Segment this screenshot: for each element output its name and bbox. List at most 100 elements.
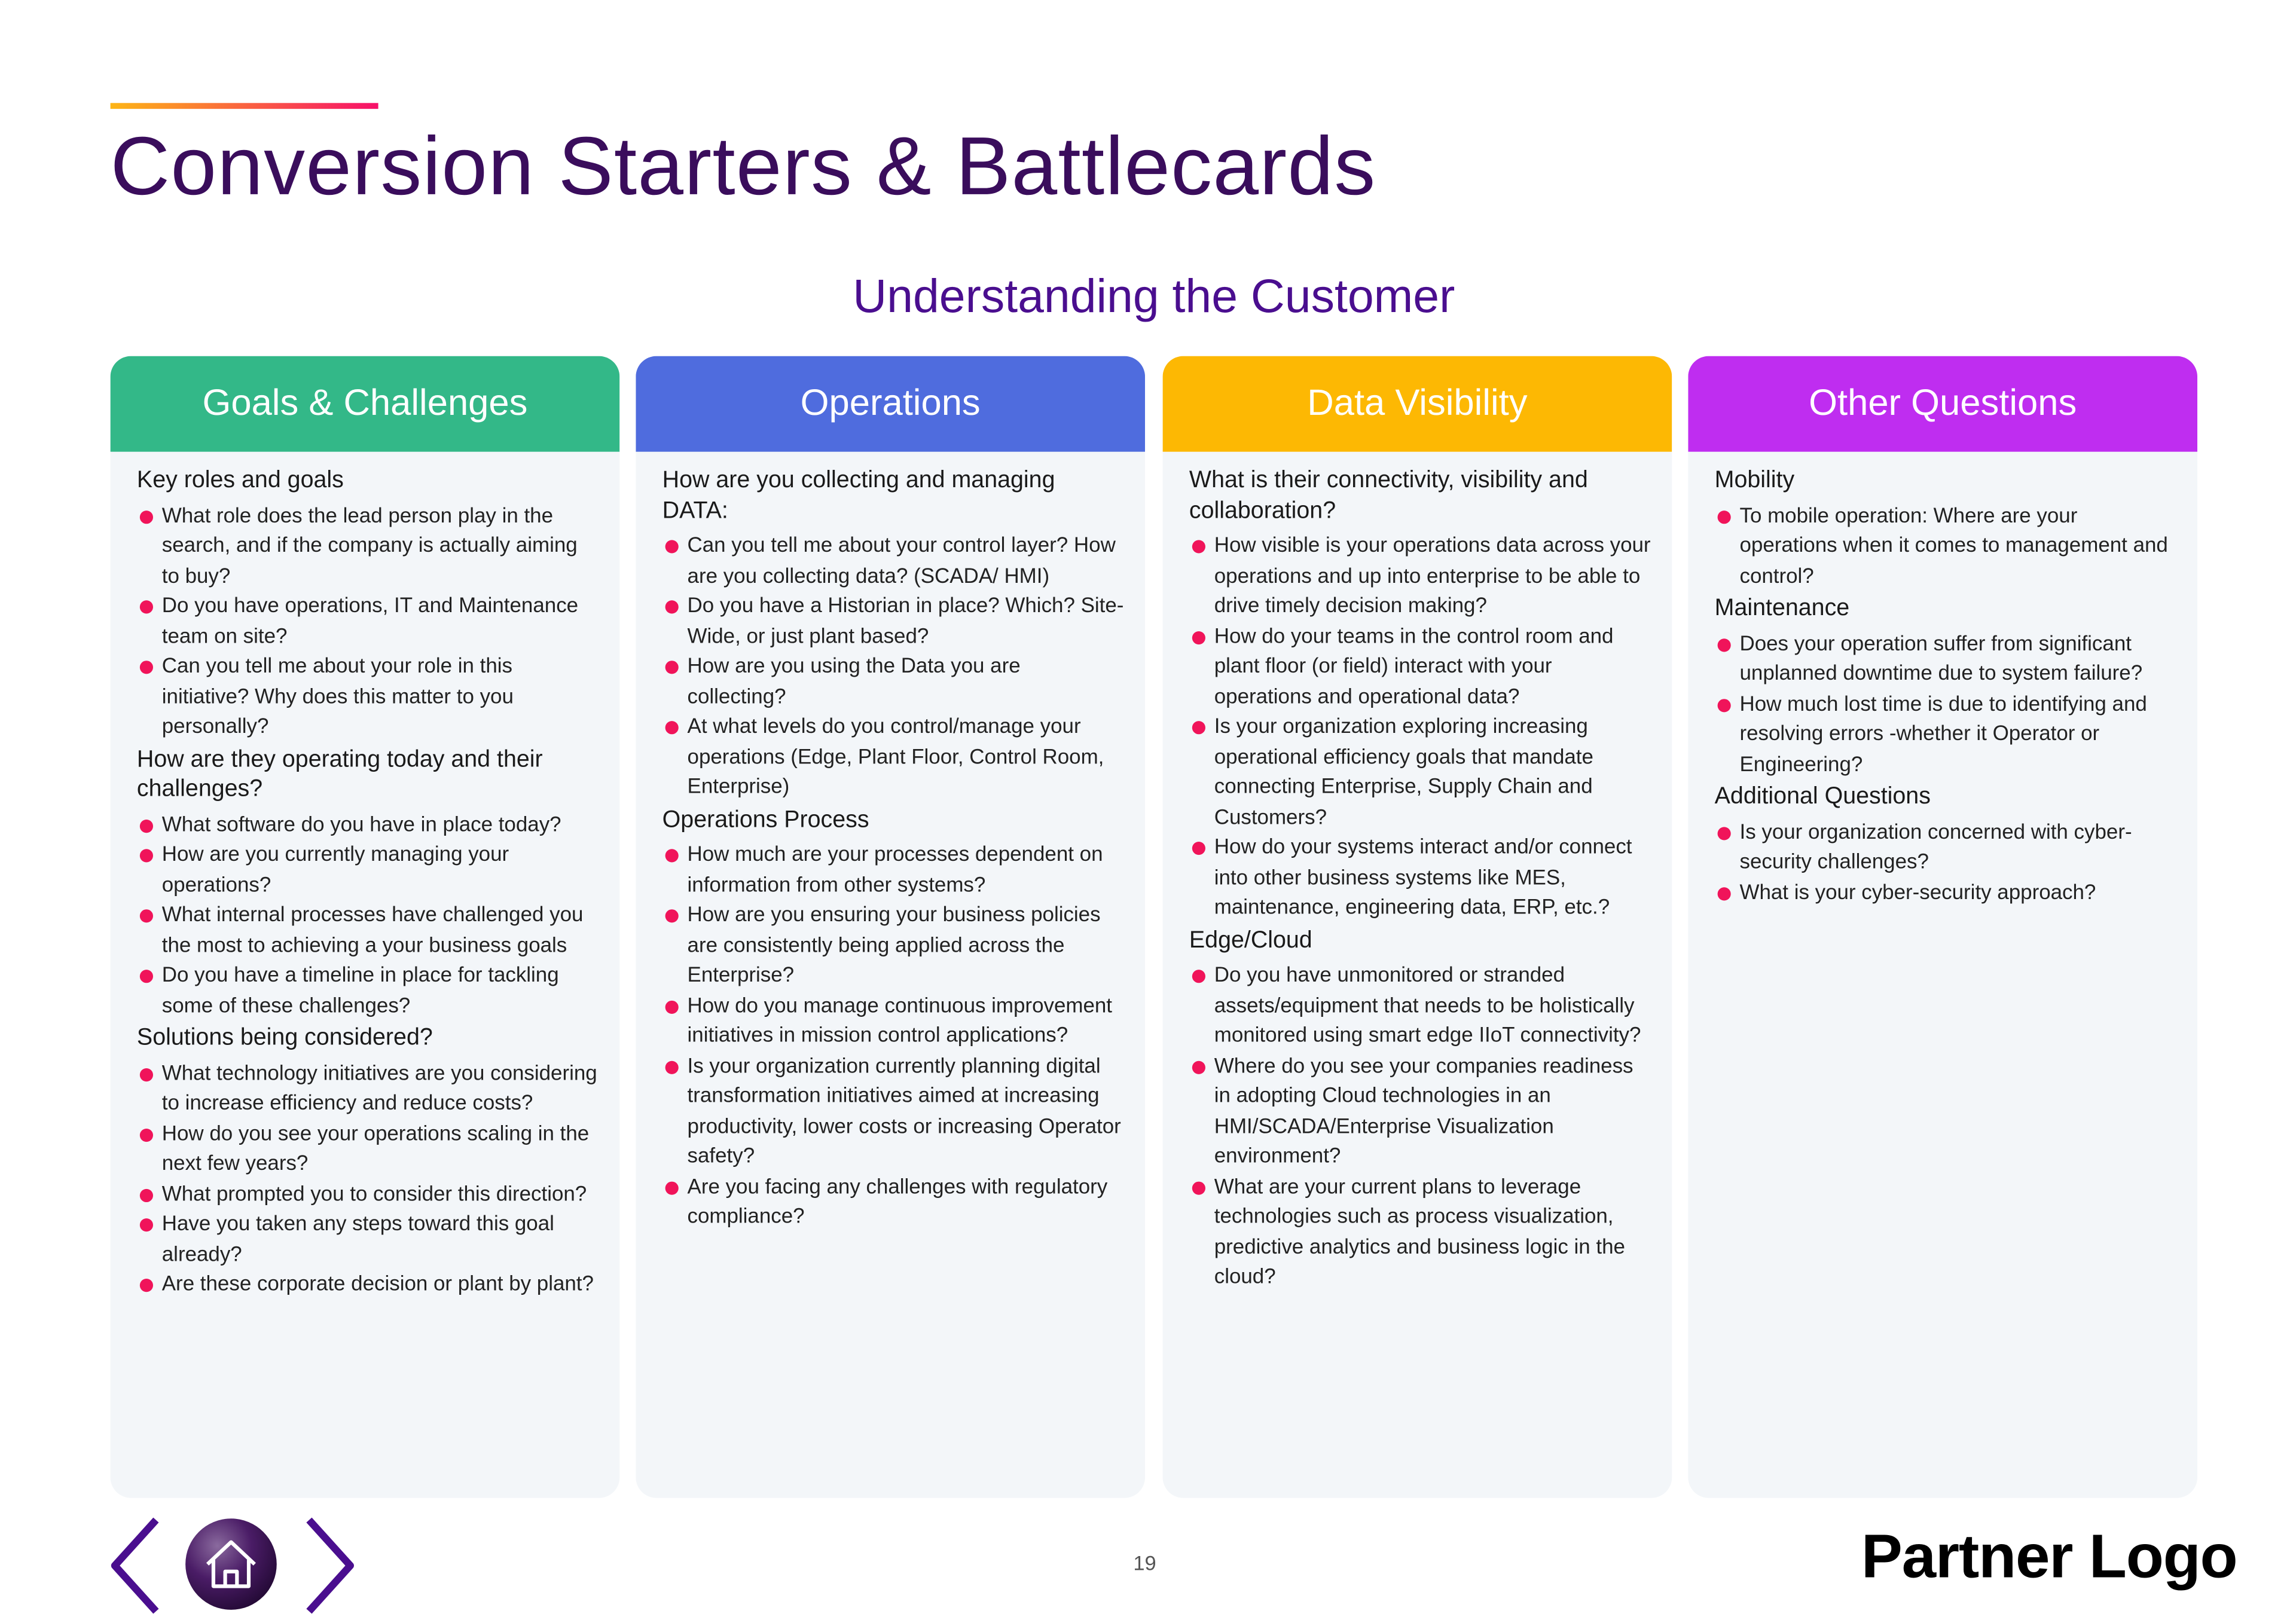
home-button[interactable] [184, 1517, 279, 1612]
bullet-icon [665, 909, 679, 923]
list-item: How are you using the Data you are colle… [662, 652, 1125, 712]
bullet-icon [1717, 509, 1731, 524]
section-heading: Mobility [1714, 467, 1795, 493]
section-heading: How are you collecting and managing DATA… [662, 467, 1055, 524]
question-text: How are you currently managing your oper… [161, 843, 509, 897]
list-item: Does your operation suffer from signific… [1715, 629, 2177, 689]
list-item: Is your organization exploring increasin… [1189, 712, 1651, 833]
bullet-icon [139, 661, 153, 674]
question-text: What role does the lead person play in t… [161, 504, 578, 588]
home-icon [206, 1540, 256, 1588]
list-item: How visible is your operations data acro… [1189, 531, 1651, 622]
card-operations: Operations How are you collecting and man… [636, 356, 1146, 1498]
bullet-icon [1717, 638, 1731, 652]
bullet-icon [139, 909, 153, 923]
card-title: Other Questions [1809, 382, 2077, 424]
list-item: Have you taken any steps toward this goa… [137, 1209, 599, 1270]
question-text: How are you using the Data you are colle… [687, 655, 1021, 709]
section-heading: How are they operating today and their c… [136, 747, 543, 802]
card-header: Goals & Challenges [110, 356, 620, 452]
question-text: Are you facing any challenges with regul… [687, 1175, 1108, 1229]
bullet-icon [665, 540, 679, 554]
bullet-icon [1717, 826, 1731, 840]
question-text: Have you taken any steps toward this goa… [161, 1212, 554, 1267]
list-item: What is your cyber-security approach? [1715, 878, 2177, 907]
question-list: What role does the lead person play in t… [137, 501, 599, 742]
bullet-icon [665, 600, 679, 614]
list-item: What technology initiatives are you cons… [137, 1059, 599, 1119]
question-text: Are these corporate decision or plant by… [161, 1273, 594, 1297]
chevron-right-icon[interactable] [300, 1515, 359, 1615]
bullet-icon [1192, 540, 1205, 554]
list-item: Can you tell me about your control layer… [662, 531, 1125, 592]
bullet-icon [665, 1000, 679, 1013]
question-text: How do your teams in the control room an… [1214, 624, 1614, 709]
card-body: Mobility To mobile operation: Where are y… [1688, 452, 2197, 908]
card-header: Operations [636, 356, 1146, 452]
bullet-icon [139, 600, 153, 614]
list-item: How are you ensuring your business polic… [662, 900, 1125, 991]
section-heading: Maintenance [1714, 595, 1850, 621]
bullet-icon [1717, 887, 1731, 900]
accent-rule [110, 103, 378, 109]
list-item: How are you currently managing your oper… [137, 840, 599, 901]
list-item: How do your teams in the control room an… [1189, 622, 1651, 712]
question-list: Is your organization concerned with cybe… [1715, 817, 2177, 907]
question-text: What prompted you to consider this direc… [161, 1182, 587, 1206]
question-list: How much are your processes dependent on… [662, 840, 1125, 1233]
chevron-left-icon[interactable] [106, 1515, 164, 1615]
bullet-icon [1192, 1060, 1205, 1074]
question-text: Do you have a Historian in place? Which?… [687, 594, 1124, 649]
list-item: Are these corporate decision or plant by… [137, 1270, 599, 1300]
card-other-questions: Other Questions Mobility To mobile operati… [1688, 356, 2198, 1498]
bullet-icon [139, 818, 153, 832]
bullet-icon [1192, 841, 1205, 855]
bullet-icon [665, 721, 679, 735]
list-item: Where do you see your companies readines… [1189, 1052, 1651, 1172]
question-list: Does your operation suffer from signific… [1715, 629, 2177, 780]
list-item: Can you tell me about your role in this … [137, 652, 599, 742]
list-item: How much lost time is due to identifying… [1715, 689, 2177, 780]
section-heading: Operations Process [662, 807, 869, 832]
section-heading: Edge/Cloud [1189, 927, 1312, 953]
question-text: Can you tell me about your role in this … [161, 655, 514, 739]
list-item: What internal processes have challenged … [137, 900, 599, 961]
list-item: What prompted you to consider this direc… [137, 1179, 599, 1209]
card-title: Goals & Challenges [202, 382, 528, 424]
question-text: Does your operation suffer from signific… [1739, 632, 2143, 686]
bullet-icon [139, 1188, 153, 1202]
bullet-icon [665, 661, 679, 674]
card-body: Key roles and goals What role does the le… [111, 452, 620, 1300]
bullet-icon [139, 849, 153, 863]
partner-logo: Partner Logo [1861, 1521, 2238, 1591]
card-title: Operations [800, 382, 981, 424]
question-text: How much are your processes dependent on… [687, 843, 1103, 897]
card-header: Data Visibility [1162, 356, 1672, 452]
bullet-icon [1717, 698, 1731, 712]
card-title: Data Visibility [1307, 382, 1528, 424]
page-title: Conversion Starters & Battlecards [110, 119, 1376, 212]
question-list: How visible is your operations data acro… [1189, 531, 1651, 924]
question-text: How visible is your operations data acro… [1214, 534, 1651, 618]
page-subtitle: Understanding the Customer [853, 269, 1455, 323]
question-text: What technology initiatives are you cons… [161, 1061, 597, 1115]
question-text: What are your current plans to leverage … [1214, 1175, 1625, 1289]
bullet-icon [139, 1067, 153, 1081]
question-text: How much lost time is due to identifying… [1739, 692, 2147, 777]
bullet-icon [1192, 1181, 1205, 1194]
section-heading: Additional Questions [1714, 784, 1931, 809]
bullet-icon [139, 1127, 153, 1141]
list-item: Are you facing any challenges with regul… [662, 1172, 1125, 1233]
question-text: What is your cyber-security approach? [1739, 881, 2096, 904]
page-number: 19 [1133, 1551, 1156, 1575]
card-goals-challenges: Goals & Challenges Key roles and goals Wha… [110, 356, 620, 1498]
list-item: How do you manage continuous improvement… [662, 991, 1125, 1052]
question-list: What software do you have in place today… [137, 810, 599, 1021]
question-list: Do you have unmonitored or stranded asse… [1189, 961, 1651, 1292]
bullet-icon [665, 849, 679, 863]
question-text: Is your organization concerned with cybe… [1739, 820, 2132, 875]
question-text: Is your organization exploring increasin… [1214, 715, 1593, 830]
list-item: Do you have operations, IT and Maintenan… [137, 592, 599, 652]
section-heading: What is their connectivity, visibility a… [1189, 467, 1588, 524]
